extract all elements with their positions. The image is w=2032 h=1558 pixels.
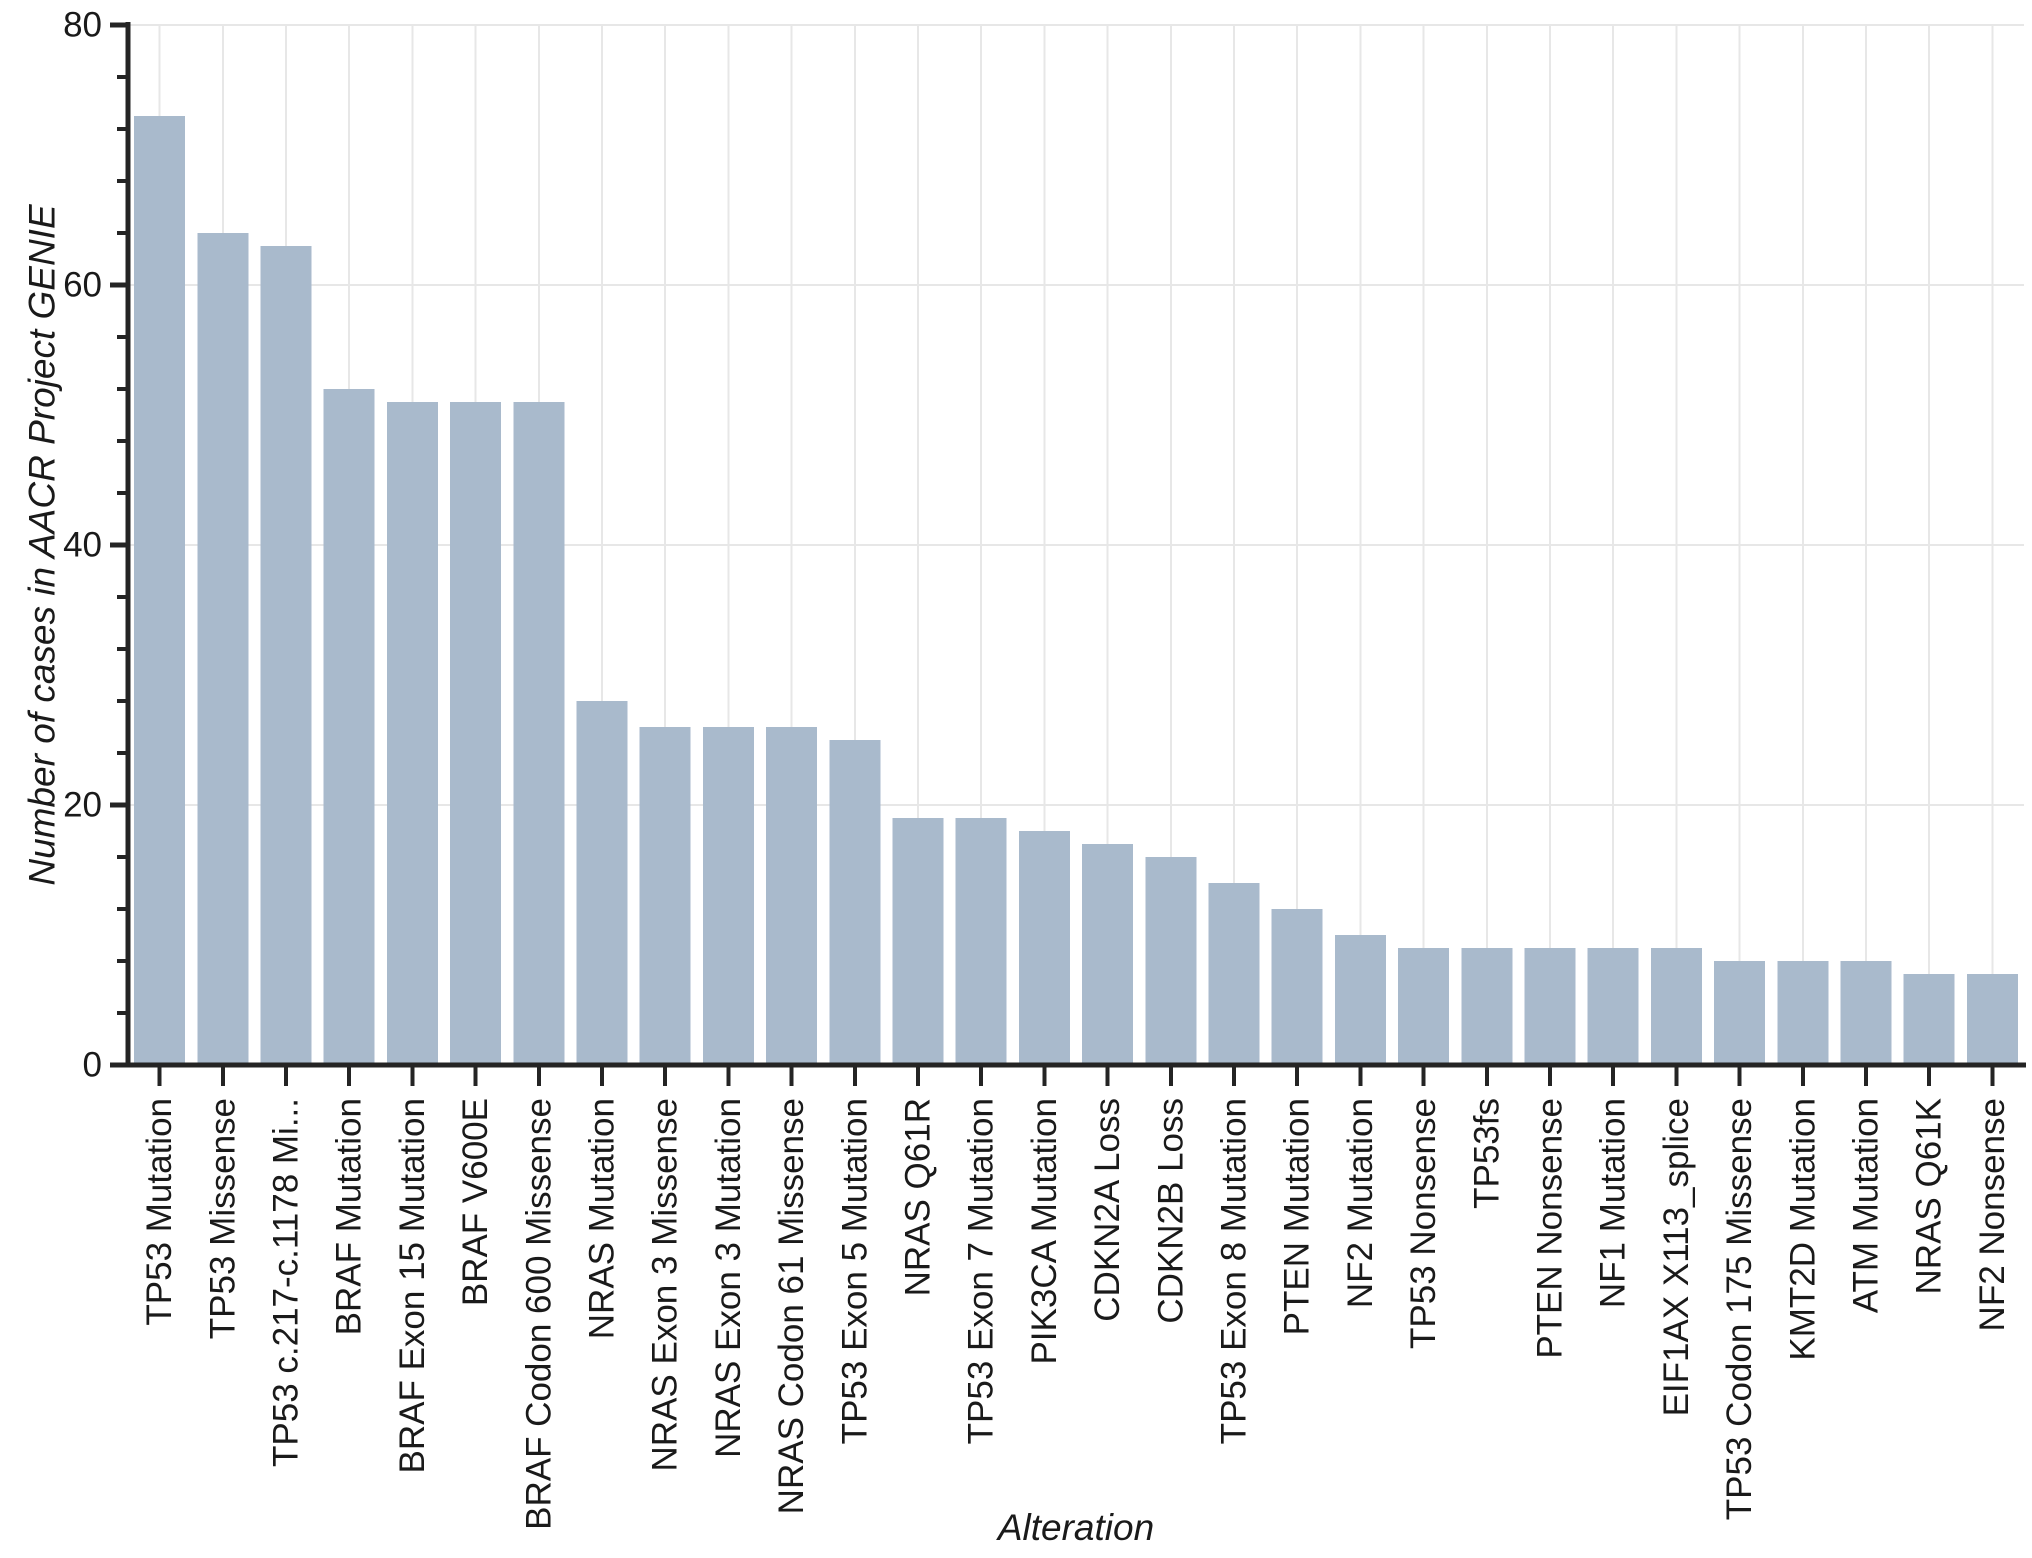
x-tick-label: PTEN Mutation	[1278, 1098, 1317, 1335]
x-tick-label: CDKN2A Loss	[1088, 1098, 1127, 1322]
bar	[1145, 857, 1197, 1065]
bar	[766, 727, 818, 1065]
bar	[323, 389, 375, 1065]
x-tick-label: TP53 Exon 8 Mutation	[1215, 1098, 1254, 1444]
y-axis-ticks	[110, 22, 128, 1068]
bar	[1208, 883, 1260, 1065]
x-tick-label: PIK3CA Mutation	[1025, 1098, 1064, 1365]
bar	[1840, 961, 1892, 1065]
bar	[1714, 961, 1766, 1065]
bar	[1398, 948, 1450, 1065]
bars	[134, 116, 2018, 1065]
x-tick-label: NRAS Q61R	[899, 1098, 938, 1296]
x-tick-label: BRAF Exon 15 Mutation	[393, 1098, 432, 1473]
x-axis-ticks	[157, 1065, 1995, 1086]
bar	[1082, 844, 1134, 1065]
x-tick-label: NRAS Exon 3 Missense	[646, 1098, 685, 1471]
bar	[1271, 909, 1323, 1065]
y-tick-label: 60	[63, 266, 102, 305]
x-tick-label: NRAS Mutation	[583, 1098, 622, 1339]
x-tick-labels: TP53 Mutation TP53 Missense TP53 c.217-c.1…	[140, 1098, 2012, 1530]
x-tick-label: TP53 c.217-c.1178 Mi...	[267, 1098, 306, 1467]
bar	[576, 701, 628, 1065]
bar	[260, 246, 312, 1065]
x-tick-label: TP53fs	[1467, 1098, 1506, 1209]
bar	[197, 233, 249, 1065]
bar	[1650, 948, 1702, 1065]
bar	[829, 740, 881, 1065]
bar	[386, 402, 438, 1065]
y-tick-labels: 0 20 40 60 80	[63, 6, 102, 1085]
bar	[134, 116, 186, 1065]
bar	[1461, 948, 1513, 1065]
y-tick-label: 20	[63, 786, 102, 825]
x-tick-label: NRAS Codon 61 Missense	[772, 1098, 811, 1514]
bar	[1903, 974, 1955, 1065]
x-tick-label: NF2 Nonsense	[1973, 1098, 2012, 1331]
bar	[1966, 974, 2018, 1065]
bar	[1334, 935, 1386, 1065]
x-tick-label: NRAS Q61K	[1910, 1098, 1949, 1294]
bar	[955, 818, 1007, 1065]
x-tick-label: TP53 Mutation	[140, 1098, 179, 1326]
bar	[1777, 961, 1829, 1065]
x-axis-title: Alteration	[996, 1507, 1154, 1548]
x-tick-label: NF2 Mutation	[1341, 1098, 1380, 1308]
x-tick-label: NF1 Mutation	[1594, 1098, 1633, 1308]
y-tick-label: 0	[83, 1046, 102, 1085]
bar	[1018, 831, 1070, 1065]
bar	[639, 727, 691, 1065]
bar	[513, 402, 565, 1065]
bar	[892, 818, 944, 1065]
bar	[1524, 948, 1576, 1065]
bar	[450, 402, 502, 1065]
x-tick-label: ATM Mutation	[1847, 1098, 1886, 1313]
x-tick-label: CDKN2B Loss	[1151, 1098, 1190, 1324]
bar	[702, 727, 754, 1065]
x-tick-label: EIF1AX X113_splice	[1657, 1098, 1696, 1416]
y-axis-title: Number of cases in AACR Project GENIE	[22, 203, 63, 886]
horizontal-gridlines	[128, 24, 2024, 806]
x-tick-label: BRAF V600E	[456, 1098, 495, 1306]
x-tick-label: TP53 Missense	[203, 1098, 242, 1339]
x-tick-label: NRAS Exon 3 Mutation	[709, 1098, 748, 1458]
x-tick-label: TP53 Exon 7 Mutation	[962, 1098, 1001, 1444]
x-tick-label: TP53 Codon 175 Missense	[1720, 1098, 1759, 1520]
x-tick-label: TP53 Nonsense	[1404, 1098, 1443, 1349]
y-tick-label: 80	[63, 6, 102, 45]
x-tick-label: BRAF Mutation	[330, 1098, 369, 1335]
bar	[1587, 948, 1639, 1065]
x-tick-label: TP53 Exon 5 Mutation	[835, 1098, 874, 1444]
x-tick-label: BRAF Codon 600 Missense	[519, 1098, 558, 1530]
x-tick-label: KMT2D Mutation	[1783, 1098, 1822, 1361]
y-tick-label: 40	[63, 526, 102, 565]
x-tick-label: PTEN Nonsense	[1531, 1098, 1570, 1359]
